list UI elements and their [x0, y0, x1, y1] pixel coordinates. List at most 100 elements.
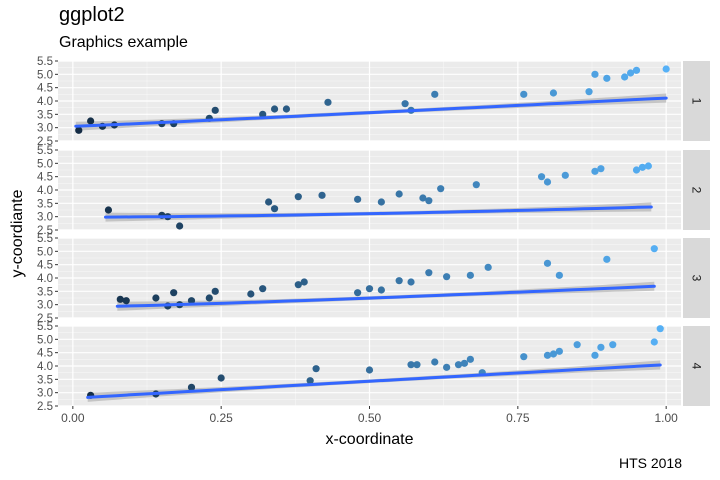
data-point	[597, 343, 605, 351]
data-point	[187, 383, 196, 391]
data-point	[217, 374, 225, 382]
y-axis-title: y-coordiante	[9, 189, 26, 277]
data-point	[354, 195, 362, 203]
data-point	[454, 361, 463, 369]
data-point	[585, 88, 593, 96]
x-axis-title: x-coordinate	[325, 431, 413, 448]
facet-strip	[683, 326, 710, 406]
data-point	[443, 273, 451, 281]
data-point	[259, 285, 267, 293]
smooth-line	[104, 205, 653, 219]
y-tick-label: 5.5	[37, 56, 53, 68]
data-point	[312, 365, 320, 373]
data-point	[443, 363, 451, 371]
data-point	[300, 278, 308, 286]
y-tick-label: 4.5	[37, 260, 53, 272]
smooth-line	[74, 96, 668, 128]
data-point	[324, 98, 332, 106]
data-point	[603, 74, 611, 82]
data-point	[152, 294, 160, 302]
y-tick-label: 4.0	[37, 96, 53, 108]
y-tick-label: 5.5	[37, 145, 53, 157]
y-tick-label: 3.5	[37, 374, 53, 386]
y-tick-label: 2.5	[37, 136, 53, 148]
facet-strip	[683, 150, 710, 230]
data-point	[555, 347, 563, 355]
data-point	[122, 297, 130, 305]
data-point	[621, 73, 629, 81]
data-point	[176, 222, 184, 230]
data-point	[104, 206, 113, 214]
data-point	[591, 351, 599, 359]
y-tick-label: 5.5	[37, 233, 53, 245]
data-point	[662, 65, 670, 73]
x-tick-label: 0.50	[358, 411, 382, 425]
smooth-line	[86, 363, 662, 399]
data-point	[472, 181, 480, 189]
data-point	[294, 193, 302, 201]
data-point	[466, 271, 474, 279]
y-tick-label: 5.0	[37, 158, 53, 170]
y-tick-label: 4.0	[37, 185, 53, 197]
data-point	[638, 163, 647, 171]
data-point	[591, 70, 599, 78]
data-point	[318, 191, 326, 199]
data-point	[537, 173, 546, 181]
data-point	[632, 166, 641, 174]
chart-title: ggplot2	[59, 4, 125, 26]
facet-panel-3: 2.53.0 3.54.04.5 5.05.5 3	[37, 233, 710, 325]
facet-panel-2: 2.53.0 3.54.04.5 5.05.5 2	[37, 145, 710, 237]
y-tick-label: 5.5	[37, 321, 53, 333]
data-point	[431, 90, 439, 98]
data-point	[247, 290, 255, 298]
y-tick-label: 4.5	[37, 348, 53, 360]
data-point	[377, 286, 385, 294]
facet-strip-label: 3	[690, 275, 704, 282]
y-tick-label: 3.0	[37, 388, 53, 400]
data-point	[419, 194, 427, 202]
data-point	[365, 285, 374, 293]
data-point	[460, 359, 469, 367]
data-point	[549, 350, 558, 358]
data-point	[626, 69, 635, 77]
data-point	[425, 269, 433, 277]
facet-strip-label: 1	[690, 98, 704, 105]
data-point	[401, 100, 409, 108]
data-point	[87, 117, 95, 125]
data-point	[265, 198, 273, 206]
facet-strip	[683, 238, 710, 318]
data-point	[259, 110, 267, 118]
data-point	[395, 277, 403, 285]
y-tick-label: 3.5	[37, 286, 53, 298]
data-point	[407, 278, 415, 286]
y-tick-label: 4.5	[37, 172, 53, 184]
data-point	[437, 185, 445, 193]
data-point	[282, 105, 291, 113]
data-point	[211, 287, 219, 295]
data-point	[650, 245, 658, 253]
data-point	[170, 289, 178, 297]
data-point	[413, 361, 421, 369]
data-point	[520, 353, 528, 361]
y-tick-label: 3.5	[37, 198, 53, 210]
x-tick-label: 1.00	[654, 411, 678, 425]
y-tick-label: 5.0	[37, 334, 53, 346]
data-point	[365, 366, 374, 374]
data-point	[543, 259, 552, 267]
data-point	[306, 377, 314, 385]
data-point	[484, 263, 492, 271]
x-tick-label: 0.25	[209, 411, 233, 425]
y-tick-label: 2.5	[37, 401, 53, 413]
data-point	[543, 178, 552, 186]
data-point	[116, 295, 124, 303]
y-tick-label: 5.0	[37, 69, 53, 81]
data-point	[609, 341, 617, 349]
data-point	[597, 165, 605, 173]
data-point	[205, 294, 213, 302]
x-tick-label: 0.00	[61, 411, 85, 425]
y-tick-label: 3.0	[37, 212, 53, 224]
data-point	[294, 281, 302, 289]
y-tick-label: 4.0	[37, 273, 53, 285]
data-point	[644, 162, 652, 170]
